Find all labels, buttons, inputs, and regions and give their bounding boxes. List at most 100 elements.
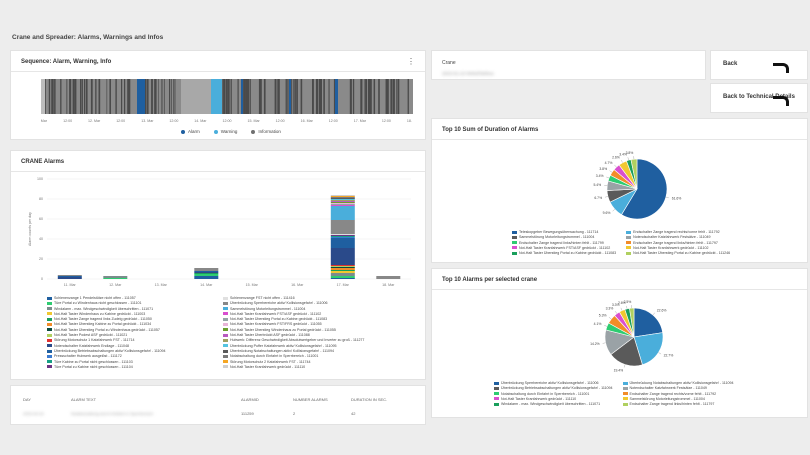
legend-swatch	[626, 246, 632, 250]
legend-item[interactable]: Hubwerk: Differenz Geschwindigkeit Absol…	[223, 338, 364, 343]
legend-item[interactable]: Not-Halt Taster Kranfahrwerk gedrückt - …	[494, 397, 613, 402]
info-mark	[69, 79, 72, 114]
info-mark	[294, 79, 296, 114]
info-mark	[315, 79, 317, 114]
legend-item[interactable]: Not-Halt Taster Podest ASF gedrückt - 11…	[47, 333, 166, 338]
legend-swatch	[223, 365, 228, 369]
legend-item[interactable]: Endschalter Zange tragend links/hinten f…	[512, 241, 616, 246]
table-row[interactable]: 2023-03-18 Notabschaltung durch Einfahrt…	[23, 410, 356, 416]
legend-label: Not-Halt Taster Kranfahrwerk gedrückt - …	[230, 364, 306, 369]
legend-swatch	[47, 296, 52, 300]
legend-label: Not-Halt Taster Kranfahrwerk FST/FRS ged…	[230, 322, 322, 327]
y-tick-label: 80	[39, 197, 43, 201]
legend-item[interactable]: Not-Halt Taster Kranfahrwerk gedrückt - …	[626, 246, 730, 251]
legend-item[interactable]: Not-Halt Taster Überstieg Portal zu Wind…	[47, 328, 166, 333]
legend-item[interactable]: Endschalter Zange tragend links/hinten f…	[622, 402, 734, 407]
info-mark	[333, 79, 336, 114]
legend-item[interactable]: Überbrückung Betriebsabschaltungen aktiv…	[47, 349, 166, 354]
legend-label: Überbrückung Sperrbereiche aktiv/ Kollis…	[501, 381, 599, 385]
legend-item[interactable]: Störung Motorschutz 2 Katzfahrwerk FST -…	[223, 360, 364, 365]
info-mark	[173, 79, 175, 114]
bar-segment	[330, 234, 355, 235]
back-to-technical-details-button[interactable]: Back to Technical Details	[710, 83, 808, 113]
legend-item[interactable]: Windalarm - max. Windgeschwindigkeit übe…	[494, 402, 613, 407]
col-number-alarms: NUMBER ALARMS	[293, 396, 328, 402]
legend-swatch	[223, 354, 228, 358]
legend-item[interactable]: Notendschalter Katzfahrwerk Festsätze - …	[626, 235, 730, 240]
legend-item[interactable]: Not-Halt Taster Überbrückt ASF gedrückt …	[223, 333, 364, 338]
legend-item[interactable]: Not-Halt Taster Überstieg Kabine zu Port…	[47, 322, 166, 327]
timeline-date-label: 12:00	[329, 119, 338, 123]
info-mark	[368, 79, 370, 114]
legend-item[interactable]: Schienenzange 1 Pendelstütze nicht offen…	[47, 296, 166, 301]
legend-item[interactable]: Sammelstörung Motorleitungstrommel - 111…	[512, 235, 616, 240]
timeline-date-label: 12:00	[116, 119, 125, 123]
legend-item[interactable]: Sammelstörung Motorleitungstrommel - 111…	[223, 307, 364, 312]
legend-item[interactable]: Überbrückung Betriebsabschaltungen aktiv…	[494, 386, 613, 391]
legend-item[interactable]: Teleskopgeber Bewegungsüberwachung - 111…	[512, 230, 616, 235]
info-mark	[385, 79, 388, 114]
legend-item[interactable]: Notabschaltung durch Einfahrt in Sperrbe…	[223, 354, 364, 359]
legend-item[interactable]: Not-Halt Taster Überstieg Windenhaus zu …	[223, 328, 364, 333]
legend-item[interactable]: Not-Halt Taster Zange tragend links Zude…	[47, 317, 166, 322]
legend-item[interactable]: Notabschaltung durch Einfahrt in Sperrbe…	[494, 392, 613, 397]
legend-item[interactable]: Notendschalter Katzfahrwerk Endlage - 11…	[47, 344, 166, 349]
bar-segment	[330, 196, 355, 197]
bar-segment	[57, 275, 82, 276]
legend-item[interactable]: Endschalter Zange tragend links/hinten f…	[626, 241, 730, 246]
legend-item[interactable]: Not-Halt Taster Überstieg Portal zu Kabi…	[512, 251, 616, 256]
legend-item[interactable]: Not-Halt Taster Überstieg Portal zu Kabi…	[223, 317, 364, 322]
bar-segment	[330, 205, 355, 206]
info-mark	[85, 79, 88, 114]
more-menu-icon[interactable]: ⋮	[407, 57, 415, 66]
legend-item[interactable]: Endschalter Zange tragend rechts/vorne f…	[622, 392, 734, 397]
legend-item[interactable]: Türe Portal zu Windenhaus nicht geschlos…	[47, 301, 166, 306]
legend-item[interactable]: Störung Motorschutz 1 Katzfahrwerk FST -…	[47, 338, 166, 343]
legend-item[interactable]: Not-Halt Taster Kranfahrwerk FST/FRS ged…	[223, 322, 364, 327]
info-mark	[151, 79, 153, 114]
legend-item[interactable]: Notendschalter Katzfahrwerk Festsätze - …	[622, 386, 734, 391]
info-mark	[296, 79, 298, 114]
legend-item[interactable]: Überbrückung Sperrbereiche aktiv/ Kollis…	[223, 301, 364, 306]
pie-percent-label: 3.4%	[596, 174, 604, 178]
legend-item[interactable]: Not-Halt Taster Überstieg Portal zu Kabi…	[626, 251, 730, 256]
legend-swatch	[223, 328, 228, 332]
timeline-date-label: 12:00	[382, 119, 391, 123]
legend-label: Not-Halt Taster Überstieg Windenhaus zu …	[230, 327, 336, 332]
legend-label: Endschalter Zange tragend rechts/vorne f…	[633, 230, 720, 234]
legend-item[interactable]: Überbrückung Notabschaltungen aktiv/ Kol…	[223, 349, 364, 354]
info-mark	[397, 79, 400, 114]
legend-item[interactable]: Not-Halt Taster Kranfahrwerk FST/ASF ged…	[223, 312, 364, 317]
info-mark	[222, 79, 224, 114]
bar-legend-left: Schienenzange 1 Pendelstütze nicht offen…	[47, 296, 166, 370]
bar-segment	[194, 271, 219, 272]
legend-item[interactable]: Not-Halt Taster Kranfahrwerk gedrückt - …	[223, 365, 364, 370]
legend-item[interactable]: Schienenzange FST nicht offen - 111416	[223, 296, 364, 301]
bar-segment	[330, 199, 355, 200]
legend-label: Hubwerk: Differenz Geschwindigkeit Absol…	[230, 338, 365, 343]
legend-item[interactable]: Sammelstörung Motorleitungstrommel - 111…	[622, 397, 734, 402]
legend-item[interactable]: Überbrückung Sperrbereiche aktiv/ Kollis…	[494, 381, 613, 386]
legend-swatch	[494, 402, 499, 406]
pie-percent-label: 5.3%	[599, 313, 607, 317]
back-button[interactable]: Back	[710, 50, 808, 80]
legend-item[interactable]: Not-Halt Taster Kranfahrwerk FST/ASF ged…	[512, 246, 616, 251]
legend-item[interactable]: Türe Portal zu Kabine nicht geschlossen …	[47, 365, 166, 370]
info-mark	[121, 79, 123, 114]
legend-item[interactable]: Pressschalter Hubwerk ausgelöst - 111172	[47, 354, 166, 359]
crane-alarms-card: CRANE Alarms Alarm counts per day 0 20 40 60…	[10, 150, 426, 380]
legend-item[interactable]: Endschalter Zange tragend rechts/vorne f…	[626, 230, 730, 235]
pie-percent-label: 61.6%	[672, 197, 682, 201]
legend-label: Not-Halt Taster Überbrückt ASF gedrückt …	[230, 333, 310, 338]
info-mark	[263, 79, 266, 114]
warning-mark	[211, 79, 222, 114]
legend-item[interactable]: Überbrückung Notabschaltungen aktiv/ Kol…	[622, 381, 734, 386]
info-mark	[158, 79, 159, 114]
legend-item[interactable]: Türe Kabine zu Portal nicht geschlossen …	[47, 360, 166, 365]
bar-segment	[330, 270, 355, 271]
legend-item[interactable]: Windalarm - max. Windgeschwindigkeit übe…	[47, 307, 166, 312]
legend-label: Not-Halt Taster Kranfahrwerk gedrückt - …	[501, 396, 577, 401]
legend-swatch	[512, 241, 517, 245]
legend-item[interactable]: Überbrückung Puffer Katzfahrwerk aktiv/ …	[223, 344, 364, 349]
legend-item[interactable]: Not-Halt Taster Windenhaus zu Kabine ged…	[47, 312, 166, 317]
